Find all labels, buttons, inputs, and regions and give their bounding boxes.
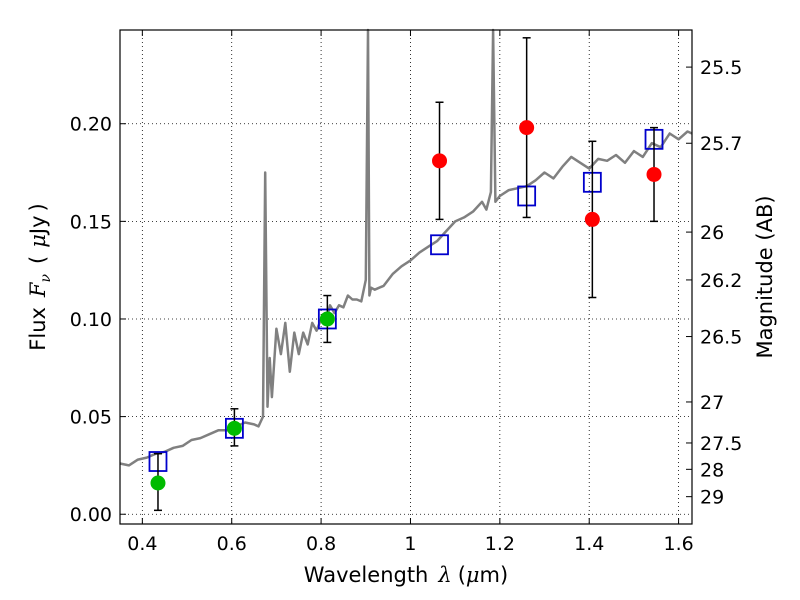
spectrum-layer: [119, 28, 693, 467]
x-tick-label: 1.6: [663, 533, 693, 555]
x-axis-label: Wavelength λ (μm): [304, 563, 508, 587]
model-flux-square: [430, 234, 449, 256]
x-tick-label: 0.8: [306, 533, 336, 555]
observed-flux-point: [319, 311, 335, 327]
y-tick-label: 0.10: [70, 309, 112, 331]
y-tick-label: 0.15: [70, 211, 112, 233]
mag-tick-label: 27.5: [700, 433, 742, 455]
mag-tick-label: 28: [700, 459, 724, 481]
observed-flux-point: [519, 120, 535, 136]
x-axis-ticks: 0.4 0.6 0.8 1 1.2 1.4 1.6: [127, 30, 694, 555]
observed-flux-point: [584, 211, 600, 227]
y-tick-label: 0.05: [70, 407, 112, 429]
observed-flux-point: [646, 166, 662, 182]
observed-flux-point: [150, 475, 166, 491]
mag-tick-label: 25.7: [700, 133, 742, 155]
mag-tick-label: 26: [700, 222, 724, 244]
mag-tick-label: 29: [700, 487, 724, 509]
observed-photometry-layer: [150, 37, 662, 512]
x-tick-label: 1: [404, 533, 416, 555]
mag-tick-label: 25.5: [700, 57, 742, 79]
observed-flux-point: [432, 153, 448, 169]
mag-tick-label: 27: [700, 392, 724, 414]
magnitude-axis-ticks: 25.5 25.7 26 26.2 26.5 27 27.5 28 29: [686, 57, 742, 509]
y2-axis-label: Magnitude (AB): [753, 195, 777, 358]
observed-flux-point: [226, 420, 242, 436]
x-tick-label: 0.6: [217, 533, 247, 555]
mag-tick-label: 26.2: [700, 270, 742, 292]
plot-frame: [119, 29, 693, 525]
x-tick-label: 1.2: [485, 533, 515, 555]
y-axis-ticks: 0.00 0.05 0.10 0.15 0.20: [70, 114, 126, 526]
x-tick-label: 1.4: [574, 533, 604, 555]
y-tick-label: 0.20: [70, 114, 112, 136]
y-axis-label: FluxFν(μJy): [26, 203, 54, 350]
y-tick-label: 0.00: [70, 504, 112, 526]
template-spectrum-line: [119, 28, 693, 467]
x-tick-label: 0.4: [127, 533, 157, 555]
plot-background: [120, 30, 692, 524]
mag-tick-label: 26.5: [700, 327, 742, 349]
